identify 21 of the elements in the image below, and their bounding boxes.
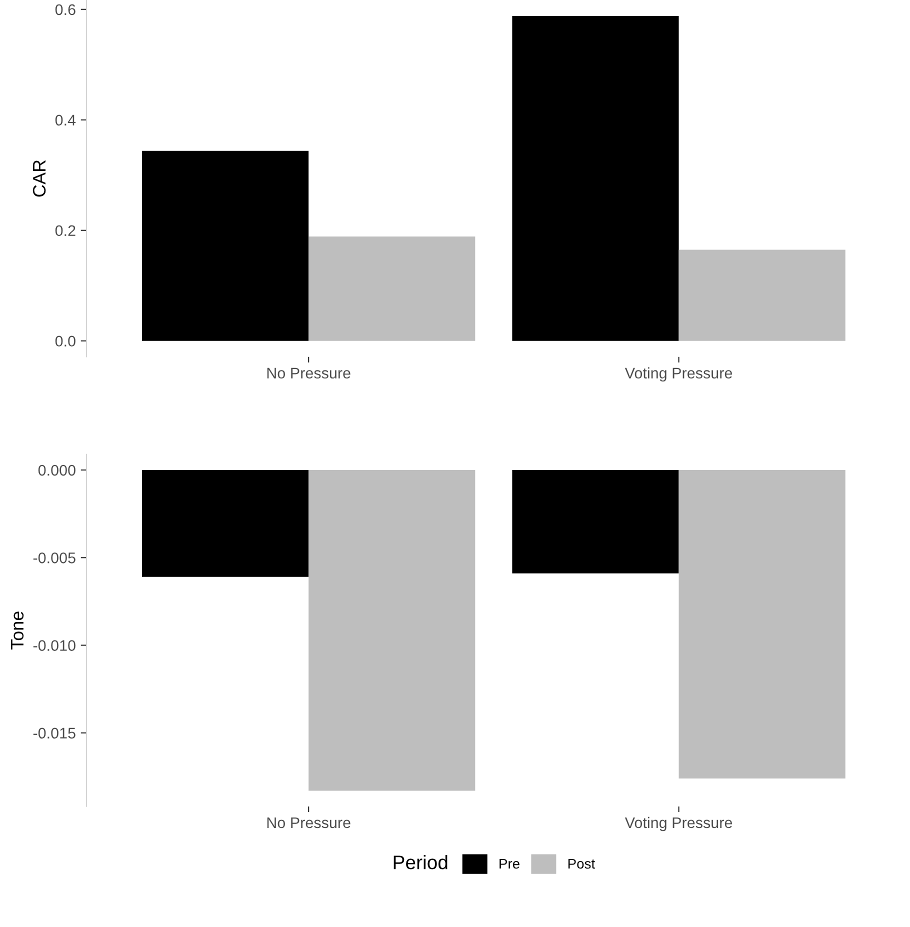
bar: [142, 150, 309, 341]
y-axis-title: Tone: [10, 612, 24, 650]
x-tick-label: Voting Pressure: [624, 816, 732, 832]
bar: [308, 236, 476, 341]
legend-title: Period: [394, 854, 448, 870]
bar: [678, 250, 846, 341]
legend-label: Post: [568, 858, 595, 869]
y-tick-label: -0.005: [33, 552, 76, 564]
y-tick-label: -0.010: [33, 640, 76, 651]
x-tick-label: Voting Pressure: [624, 367, 732, 382]
y-tick-label: 0.2: [55, 225, 76, 236]
y-tick-label: 0.000: [38, 464, 76, 476]
y-tick-label: 0.6: [55, 4, 76, 16]
y-tick-label: 0.4: [55, 114, 76, 126]
bar: [512, 16, 679, 341]
y-tick-label: -0.015: [33, 728, 76, 739]
legend-label: Pre: [500, 858, 520, 869]
y-tick-label: 0.0: [55, 336, 76, 347]
x-tick-label: No Pressure: [267, 817, 350, 828]
x-tick-label: No Pressure: [267, 368, 350, 379]
y-axis-title: CAR: [32, 160, 46, 197]
